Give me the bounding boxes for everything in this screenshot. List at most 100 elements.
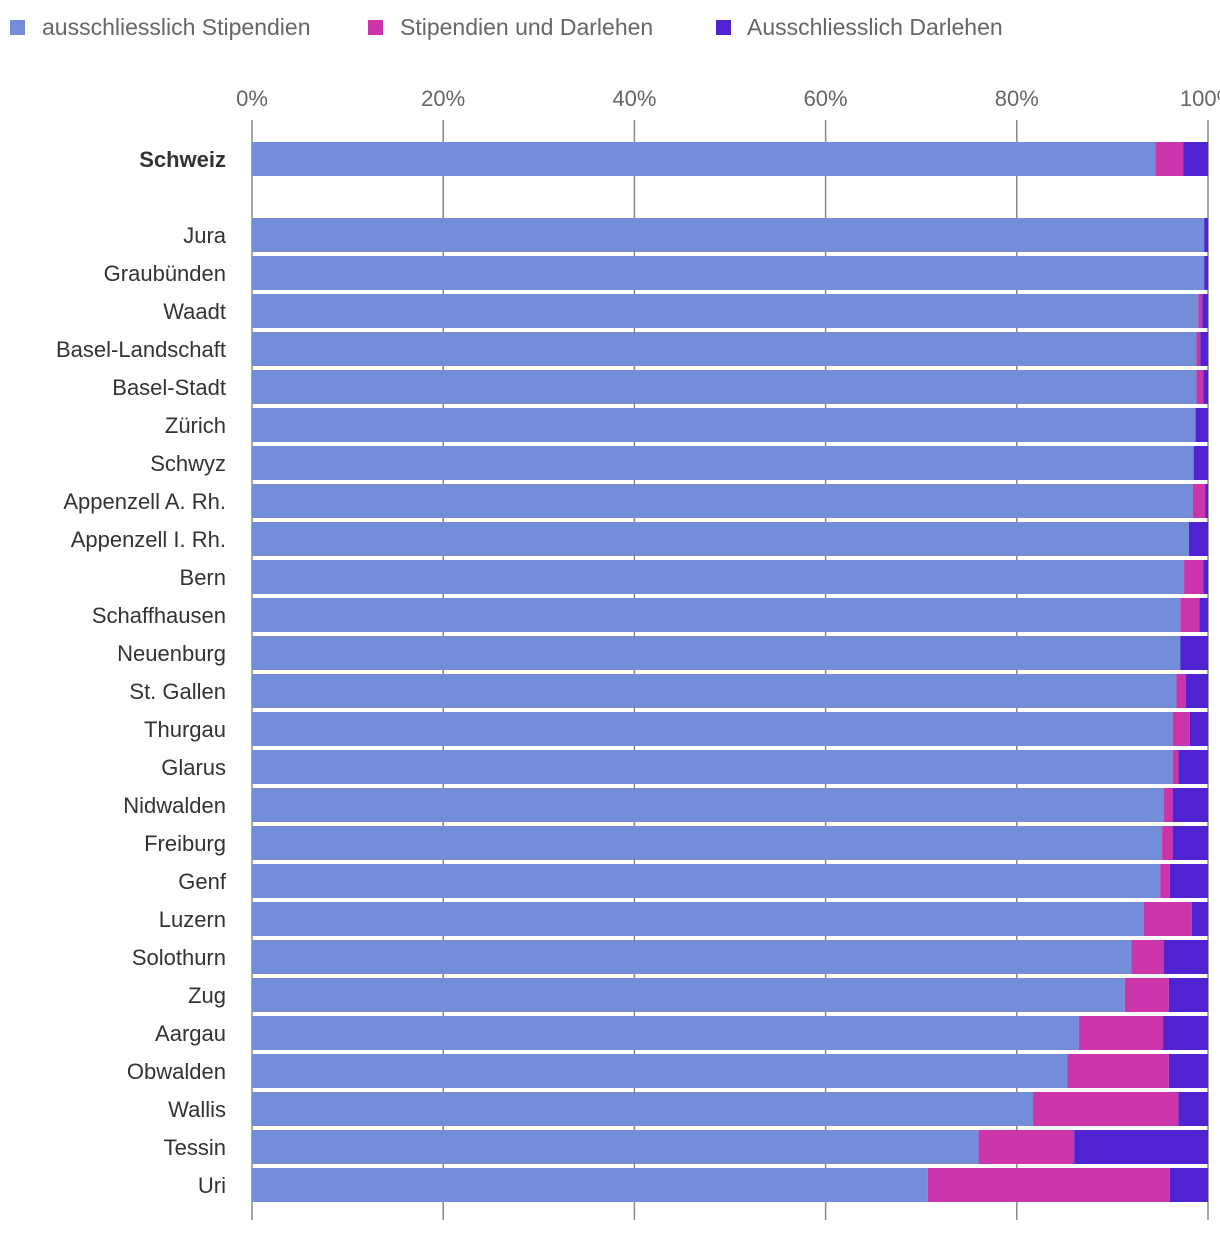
category-label-thurgau: Thurgau — [144, 717, 226, 742]
category-label-uri: Uri — [198, 1173, 226, 1198]
bar-obwalden-ausschliesslich-stipendien — [252, 1054, 1068, 1088]
bar-luzern-ausschliesslich-darlehen — [1191, 902, 1208, 936]
bar-freiburg-ausschliesslich-stipendien — [252, 826, 1163, 860]
bar-schaffhausen-ausschliesslich-darlehen — [1199, 598, 1208, 632]
category-label-appenzell-a-rh: Appenzell A. Rh. — [63, 489, 226, 514]
bar-zuerich-ausschliesslich-darlehen — [1195, 408, 1208, 442]
category-label-genf: Genf — [178, 869, 227, 894]
x-tick-label-100: 100% — [1180, 86, 1220, 111]
category-label-basel-stadt: Basel-Stadt — [112, 375, 226, 400]
category-label-luzern: Luzern — [159, 907, 226, 932]
bar-thurgau-ausschliesslich-stipendien — [252, 712, 1173, 746]
category-labels: Schweiz Jura Graubünden Waadt Basel-Landscha… — [56, 147, 227, 1198]
bar-appenzell-i-rh-ausschliesslich-stipendien — [252, 522, 1189, 556]
category-label-aargau: Aargau — [155, 1021, 226, 1046]
category-label-obwalden: Obwalden — [127, 1059, 226, 1084]
bar-st-gallen-stipendien-und-darlehen — [1176, 674, 1187, 708]
bar-solothurn-ausschliesslich-stipendien — [252, 940, 1132, 974]
category-label-graubuenden: Graubünden — [104, 261, 226, 286]
bar-luzern-stipendien-und-darlehen — [1143, 902, 1192, 936]
x-tick-label-80: 80% — [995, 86, 1039, 111]
category-label-freiburg: Freiburg — [144, 831, 226, 856]
bar-bern-ausschliesslich-stipendien — [252, 560, 1185, 594]
category-label-schaffhausen: Schaffhausen — [92, 603, 226, 628]
bar-tessin-ausschliesslich-stipendien — [252, 1130, 979, 1164]
category-label-zuerich: Zürich — [165, 413, 226, 438]
bar-wallis-ausschliesslich-stipendien — [252, 1092, 1034, 1126]
legend-label-stipendien-und-darlehen: Stipendien und Darlehen — [400, 14, 653, 40]
category-label-appenzell-i-rh: Appenzell I. Rh. — [71, 527, 226, 552]
bar-jura-ausschliesslich-stipendien — [252, 218, 1205, 252]
bar-obwalden-ausschliesslich-darlehen — [1168, 1054, 1208, 1088]
category-label-schwyz: Schwyz — [150, 451, 226, 476]
bar-schwyz-ausschliesslich-stipendien — [252, 446, 1194, 480]
bar-basel-stadt-ausschliesslich-stipendien — [252, 370, 1197, 404]
x-tick-label-20: 20% — [421, 86, 465, 111]
bar-aargau-stipendien-und-darlehen — [1078, 1016, 1164, 1050]
bar-nidwalden-ausschliesslich-stipendien — [252, 788, 1165, 822]
bar-neuenburg-ausschliesslich-darlehen — [1180, 636, 1208, 670]
x-tick-label-0: 0% — [236, 86, 268, 111]
bar-st-gallen-ausschliesslich-stipendien — [252, 674, 1177, 708]
category-label-waadt: Waadt — [163, 299, 226, 324]
bar-bern-stipendien-und-darlehen — [1184, 560, 1204, 594]
legend-swatch-ausschliesslich-darlehen — [716, 20, 731, 35]
category-label-basel-landschaft: Basel-Landschaft — [56, 337, 226, 362]
category-label-schweiz: Schweiz — [139, 147, 226, 172]
bar-solothurn-stipendien-und-darlehen — [1131, 940, 1165, 974]
legend-swatch-stipendien-und-darlehen — [368, 20, 383, 35]
bar-glarus-stipendien-und-darlehen — [1172, 750, 1179, 784]
bar-aargau-ausschliesslich-stipendien — [252, 1016, 1079, 1050]
bar-neuenburg-ausschliesslich-stipendien — [252, 636, 1181, 670]
bar-genf-stipendien-und-darlehen — [1160, 864, 1170, 898]
bar-schweiz-stipendien-und-darlehen — [1155, 142, 1184, 176]
bar-schaffhausen-stipendien-und-darlehen — [1180, 598, 1200, 632]
legend: ausschliesslich Stipendien Stipendien un… — [10, 14, 1003, 40]
category-label-solothurn: Solothurn — [132, 945, 226, 970]
bar-st-gallen-ausschliesslich-darlehen — [1186, 674, 1208, 708]
bar-basel-landschaft-ausschliesslich-stipendien — [252, 332, 1197, 366]
bar-schweiz-ausschliesslich-darlehen — [1183, 142, 1208, 176]
bar-wallis-ausschliesslich-darlehen — [1178, 1092, 1208, 1126]
bar-waadt-ausschliesslich-stipendien — [252, 294, 1199, 328]
x-tick-label-40: 40% — [612, 86, 656, 111]
bar-jura-ausschliesslich-darlehen — [1204, 218, 1208, 252]
legend-label-ausschliesslich-stipendien: ausschliesslich Stipendien — [42, 14, 311, 40]
category-label-glarus: Glarus — [161, 755, 226, 780]
category-label-bern: Bern — [180, 565, 226, 590]
bar-schwyz-ausschliesslich-darlehen — [1193, 446, 1208, 480]
category-label-tessin: Tessin — [164, 1135, 226, 1160]
bar-zuerich-ausschliesslich-stipendien — [252, 408, 1196, 442]
bar-schaffhausen-ausschliesslich-stipendien — [252, 598, 1181, 632]
category-label-nidwalden: Nidwalden — [123, 793, 226, 818]
bar-waadt-stipendien-und-darlehen — [1198, 294, 1203, 328]
bar-obwalden-stipendien-und-darlehen — [1067, 1054, 1169, 1088]
bar-zug-ausschliesslich-stipendien — [252, 978, 1125, 1012]
legend-label-ausschliesslich-darlehen: Ausschliesslich Darlehen — [747, 14, 1003, 40]
bar-solothurn-ausschliesslich-darlehen — [1164, 940, 1208, 974]
bar-uri-stipendien-und-darlehen — [927, 1168, 1170, 1202]
bar-glarus-ausschliesslich-stipendien — [252, 750, 1173, 784]
bar-luzern-ausschliesslich-stipendien — [252, 902, 1144, 936]
category-label-jura: Jura — [183, 223, 227, 248]
bars — [252, 142, 1208, 1202]
bar-nidwalden-ausschliesslich-darlehen — [1172, 788, 1208, 822]
bar-basel-landschaft-ausschliesslich-darlehen — [1200, 332, 1208, 366]
bar-uri-ausschliesslich-darlehen — [1169, 1168, 1208, 1202]
bar-freiburg-stipendien-und-darlehen — [1162, 826, 1173, 860]
bar-appenzell-a-rh-stipendien-und-darlehen — [1192, 484, 1206, 518]
category-label-neuenburg: Neuenburg — [117, 641, 226, 666]
x-tick-label-60: 60% — [804, 86, 848, 111]
bar-glarus-ausschliesslich-darlehen — [1178, 750, 1208, 784]
bar-bern-ausschliesslich-darlehen — [1203, 560, 1208, 594]
bar-zug-stipendien-und-darlehen — [1124, 978, 1169, 1012]
bar-basel-landschaft-stipendien-und-darlehen — [1196, 332, 1201, 366]
bar-nidwalden-stipendien-und-darlehen — [1164, 788, 1173, 822]
bar-uri-ausschliesslich-stipendien — [252, 1168, 928, 1202]
x-axis-ticks: 0% 20% 40% 60% 80% 100% — [236, 86, 1220, 111]
bar-wallis-stipendien-und-darlehen — [1033, 1092, 1179, 1126]
bar-genf-ausschliesslich-darlehen — [1169, 864, 1208, 898]
category-label-zug: Zug — [188, 983, 226, 1008]
bar-genf-ausschliesslich-stipendien — [252, 864, 1161, 898]
bar-thurgau-stipendien-und-darlehen — [1172, 712, 1190, 746]
